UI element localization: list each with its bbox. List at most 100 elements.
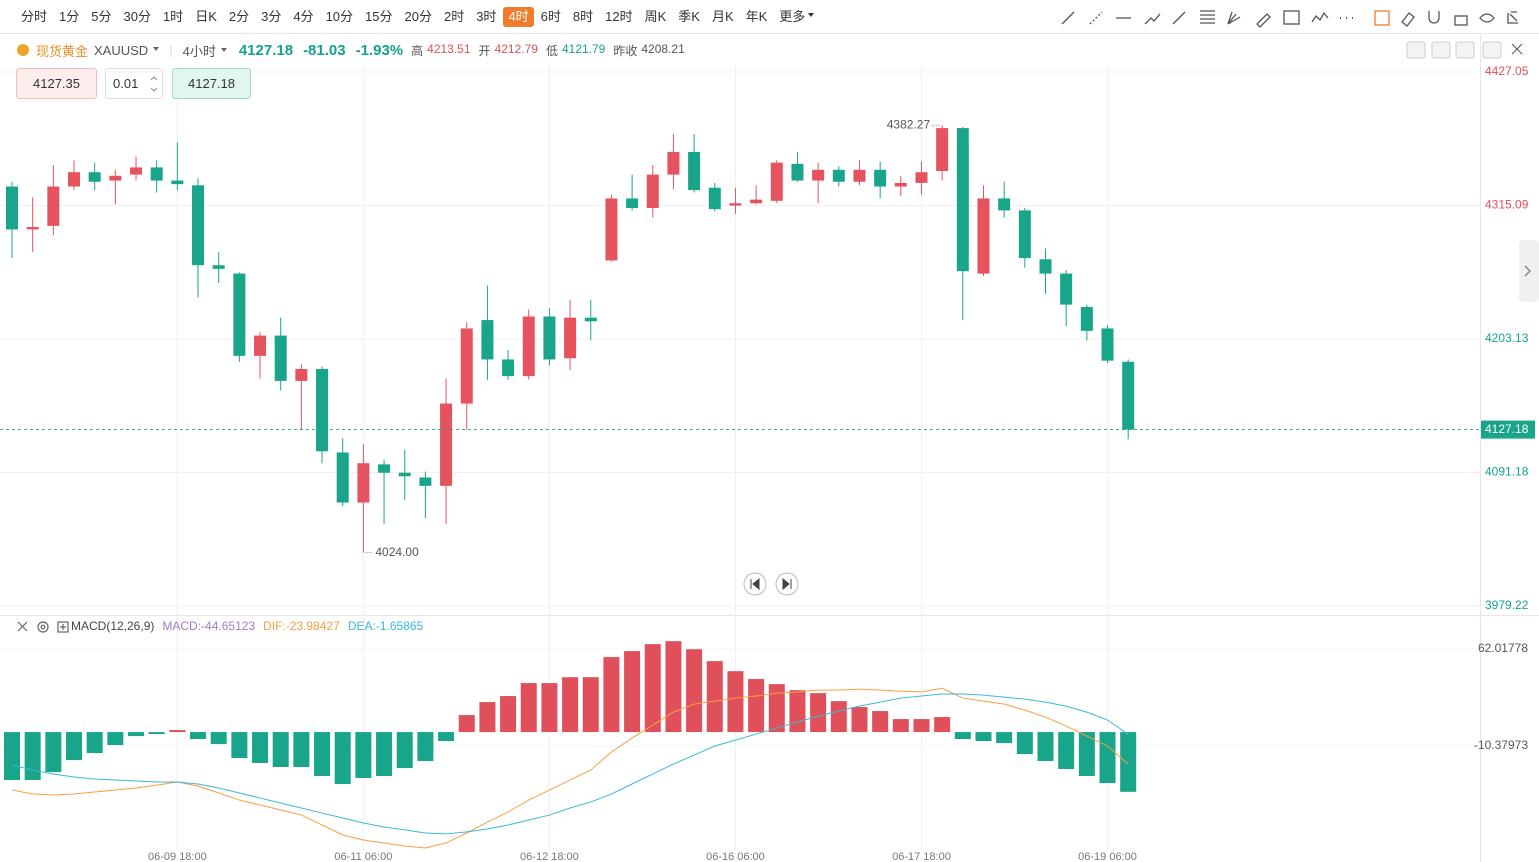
macd-bar	[624, 651, 641, 733]
macd-bar	[1016, 732, 1033, 755]
candle-body	[336, 452, 349, 503]
macd-bar	[210, 732, 227, 745]
tool-extended-line[interactable]	[1089, 11, 1103, 25]
candle-body	[1039, 259, 1052, 274]
macd-bar	[520, 683, 537, 733]
tool-visibility[interactable]	[1479, 13, 1495, 23]
expand-icon-plus	[60, 624, 66, 630]
bid-box[interactable]: 4127.35	[16, 68, 97, 99]
x-tick-label: 06-19 06:00	[1078, 851, 1137, 862]
ask-box[interactable]: 4127.18	[172, 68, 251, 99]
period-button[interactable]: 2时	[443, 9, 465, 24]
expand-icon[interactable]	[57, 621, 69, 633]
symbol-name[interactable]: 现货黄金	[36, 43, 89, 59]
period-button[interactable]: 10分	[325, 9, 354, 24]
separator: |	[169, 42, 173, 58]
header-tool[interactable]	[1455, 41, 1475, 59]
macd-bar	[479, 702, 496, 733]
macd-bar	[644, 644, 661, 733]
period-button[interactable]: 30分	[123, 9, 151, 24]
macd-bar	[500, 696, 517, 733]
candle-body	[729, 203, 742, 206]
macd-bar	[975, 732, 992, 742]
macd-bar	[603, 657, 620, 733]
symbol-code[interactable]: XAUUSD	[94, 43, 159, 58]
tool-ray[interactable]	[1061, 11, 1075, 25]
candle-body	[543, 316, 556, 360]
period-button[interactable]: 日K	[195, 9, 217, 24]
candle-body	[295, 368, 308, 381]
period-button[interactable]: 2分	[228, 9, 250, 24]
settings-icon[interactable]	[37, 621, 49, 633]
candle-body	[398, 472, 411, 477]
candle-body	[770, 162, 783, 201]
candle-body	[750, 199, 763, 204]
macd-bar	[128, 732, 145, 737]
period-button[interactable]: 季K	[678, 9, 700, 24]
period-button[interactable]: 周K	[644, 9, 667, 24]
period-button[interactable]: 12时	[605, 9, 633, 24]
period-button[interactable]: 5分	[91, 9, 112, 24]
candle-body	[564, 317, 577, 359]
candle-body	[894, 182, 907, 187]
header-tools	[1406, 41, 1523, 59]
tool-eraser[interactable]	[1401, 12, 1415, 27]
stat-value: 4121.79	[561, 41, 606, 56]
tool-edit[interactable]	[1374, 10, 1390, 26]
candle-body	[68, 172, 81, 187]
candle-body	[688, 151, 701, 191]
settings-icon-center	[40, 624, 46, 630]
period-button[interactable]: 4分	[293, 9, 314, 24]
spinner-arrows[interactable]	[150, 76, 158, 92]
tool-image[interactable]	[1283, 10, 1300, 25]
period-button[interactable]: 分时	[21, 9, 48, 24]
macd-bar	[376, 732, 393, 776]
candle-body	[874, 169, 887, 187]
macd-bar	[996, 732, 1013, 744]
more-button[interactable]: 更多	[774, 7, 819, 27]
y-tick-label: 3979.22	[1485, 598, 1529, 612]
x-tick-label: 06-16 06:00	[706, 851, 765, 862]
period-button[interactable]: 1分	[59, 9, 80, 24]
macd-bar	[1120, 732, 1137, 792]
x-tick-label: 06-12 18:00	[520, 851, 579, 862]
period-button[interactable]: 月K	[711, 9, 734, 24]
interval[interactable]: 4小时	[183, 41, 227, 60]
candle-body	[274, 335, 287, 381]
header-tool[interactable]	[1482, 41, 1502, 59]
drawing-tools	[1061, 10, 1518, 28]
period-button[interactable]: 20分	[404, 9, 432, 24]
tool-lock[interactable]	[1454, 15, 1468, 26]
header-tool[interactable]	[1431, 41, 1451, 59]
quantity-box[interactable]: 0.01	[105, 68, 163, 99]
macd-bar	[314, 732, 331, 776]
tool-segment[interactable]	[1172, 11, 1186, 25]
candle-body	[832, 169, 845, 182]
period-button[interactable]: 15分	[365, 9, 393, 24]
tool-polyline[interactable]	[1144, 13, 1161, 25]
macd-bar	[851, 707, 868, 733]
macd-controls	[17, 621, 69, 633]
y-tick-label: 4091.18	[1485, 465, 1529, 479]
period-button[interactable]: 年K	[745, 9, 768, 24]
header-close[interactable]	[1511, 43, 1523, 55]
header-tool[interactable]	[1406, 41, 1426, 59]
tool-magnet[interactable]	[1428, 11, 1440, 24]
macd-bar	[334, 732, 351, 785]
period-button[interactable]: 6时	[540, 9, 561, 24]
candle-body	[1080, 306, 1093, 331]
stat-label: 开	[478, 43, 491, 58]
period-button[interactable]: 8时	[572, 9, 594, 24]
period-button[interactable]: 1时	[162, 9, 184, 24]
period-button[interactable]: 3时	[476, 9, 497, 24]
tool-delete[interactable]	[1507, 11, 1518, 24]
tool-wave[interactable]	[1311, 11, 1329, 23]
tool-pen[interactable]	[1256, 13, 1271, 28]
period-button[interactable]: 4时	[503, 7, 534, 27]
period-button[interactable]: 3分	[261, 9, 282, 24]
tool-fan[interactable]	[1227, 11, 1241, 25]
candle-body	[109, 175, 122, 181]
tool-fibonacci[interactable]	[1200, 10, 1215, 24]
close-icon[interactable]	[17, 621, 28, 632]
